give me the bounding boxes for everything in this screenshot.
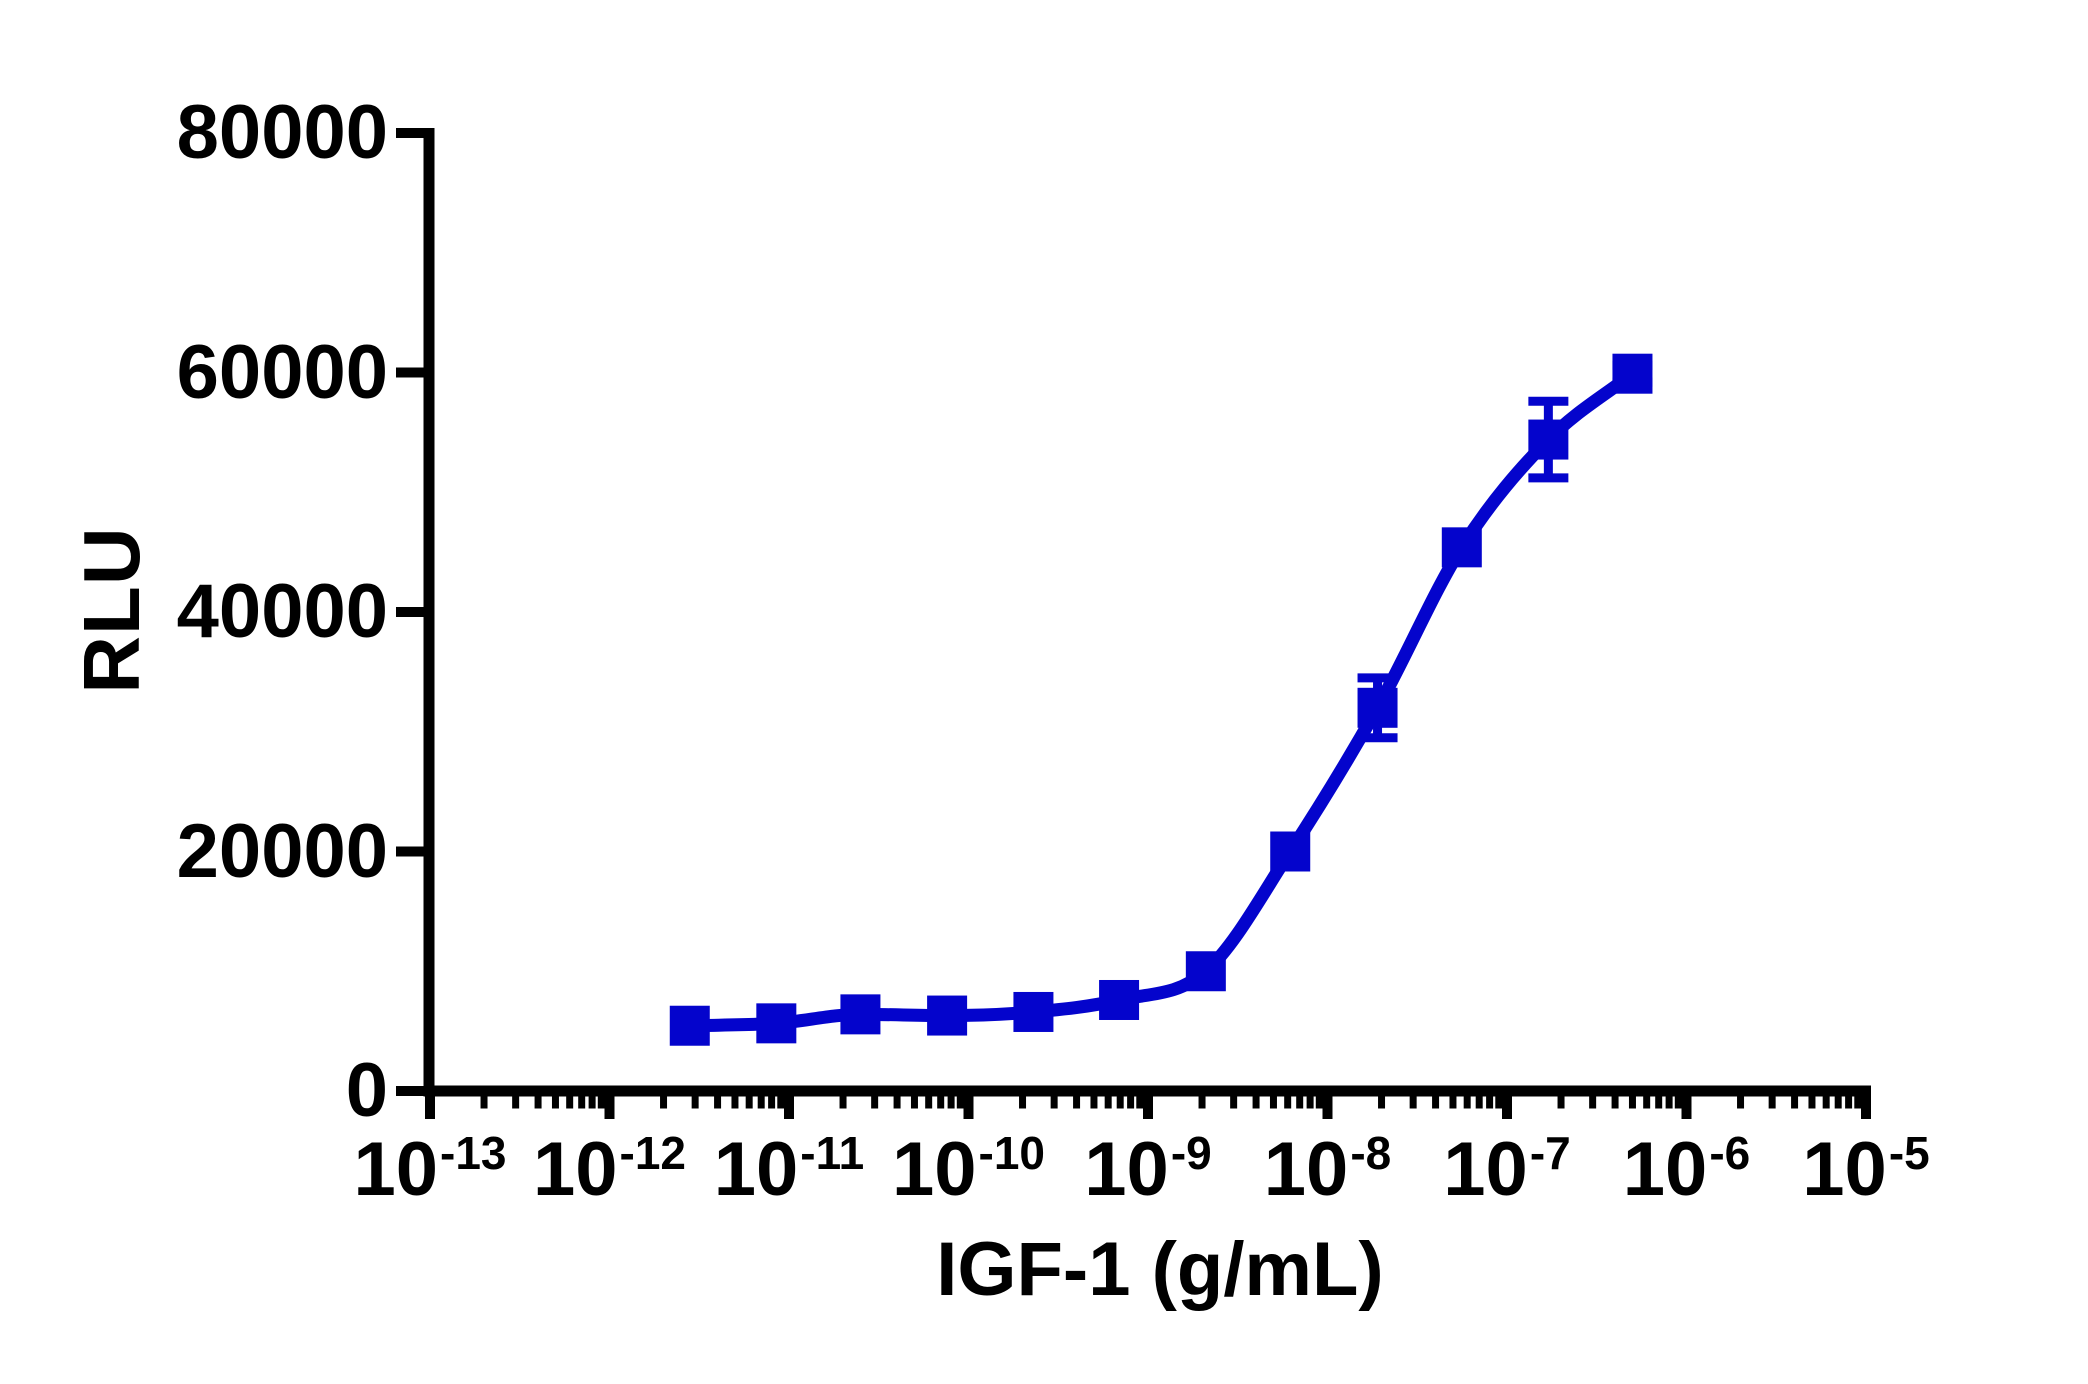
x-tick-exponent: -6 [1709,1127,1751,1179]
axes [423,128,1871,1097]
x-tick-exponent: -8 [1350,1127,1392,1179]
x-tick-base: 10 [1622,1127,1708,1212]
x-tick-label: 10-5 [1716,1130,2016,1208]
x-tick-base: 10 [1802,1127,1887,1212]
y-tick-label: 40000 [176,569,388,654]
y-tick-label: 20000 [176,808,388,894]
data-point-marker [1357,687,1398,728]
x-tick-base: 10 [1263,1127,1349,1212]
x-tick-label: 10-9 [998,1130,1298,1208]
data-point-marker [1612,353,1653,394]
fit-curve [683,367,1639,1033]
x-tick-exponent: -12 [619,1127,687,1179]
data-point-marker [1013,991,1054,1032]
data-point-marker [756,1003,797,1044]
x-tick-base: 10 [891,1127,977,1212]
x-tick-exponent: -7 [1529,1127,1571,1179]
data-point-marker [1441,527,1482,568]
x-tick-label: 10-8 [1178,1130,1478,1208]
x-axis-title: IGF-1 (g/mL) [936,1227,1384,1312]
x-tick-exponent: -9 [1170,1127,1212,1179]
x-tick-base: 10 [713,1127,799,1212]
x-tick-base: 10 [1443,1127,1528,1212]
axis-ticks [396,128,1871,1119]
data-point-marker [1528,419,1569,460]
x-tick-exponent: -13 [440,1127,507,1179]
data-point-marker [669,1005,710,1046]
x-tick-label: 10-6 [1537,1130,1837,1208]
x-tick-base: 10 [353,1127,439,1212]
x-tick-label: 10-12 [460,1130,760,1208]
x-tick-exponent: -10 [978,1127,1046,1179]
data-point-marker [1099,979,1140,1020]
y-tick-label: 0 [345,1048,388,1133]
data-point-marker [1185,951,1226,992]
x-tick-exponent: -5 [1888,1127,1930,1179]
data-point-marker [927,995,968,1036]
y-tick-label: 80000 [176,90,388,175]
x-tick-label: 10-10 [819,1130,1119,1208]
y-tick-label: 60000 [176,329,388,415]
x-tick-label: 10-11 [639,1130,939,1208]
data-point-marker [840,994,881,1035]
x-tick-base: 10 [532,1127,618,1212]
data-series [669,353,1653,1046]
x-tick-exponent: -11 [800,1127,865,1179]
x-tick-label: 10-13 [280,1130,580,1208]
x-tick-base: 10 [1084,1127,1169,1212]
data-point-marker [1270,831,1311,872]
x-tick-label: 10-7 [1357,1130,1657,1208]
